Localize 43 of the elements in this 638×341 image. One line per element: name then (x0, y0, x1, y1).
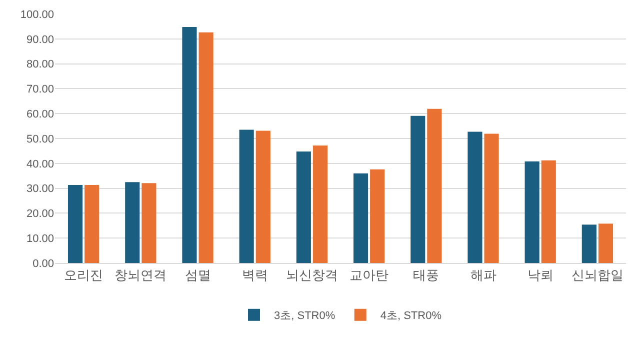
y-tick-label: 70.00 (26, 84, 54, 96)
bar (312, 145, 328, 263)
x-tick-label: 신뇌합일 (571, 268, 624, 283)
bar (198, 32, 214, 263)
y-tick-label: 20.00 (26, 208, 54, 220)
y-tick-label: 60.00 (26, 108, 54, 120)
x-tick-label: 창뇌연격 (114, 268, 167, 283)
y-tick-label: 10.00 (26, 232, 54, 245)
bar (353, 173, 368, 263)
x-tick-label: 벽력 (242, 268, 268, 283)
bar (468, 132, 482, 263)
bar (68, 185, 83, 263)
y-tick-label: 80.00 (26, 58, 54, 71)
bar (598, 224, 614, 263)
x-tick-label: 오리진 (64, 268, 104, 283)
bar (125, 182, 140, 263)
bar (410, 116, 426, 263)
x-tick-label: 해파 (470, 268, 496, 283)
x-tick-label: 교아탄 (350, 268, 389, 283)
legend-label: 3초, STR0% (274, 310, 336, 322)
legend-label: 4초, STR0% (380, 310, 442, 322)
bar (524, 161, 540, 263)
bar (239, 130, 254, 263)
y-tick-label: 50.00 (26, 133, 54, 146)
bar (427, 108, 442, 263)
x-tick-label: 뇌신창격 (286, 268, 338, 283)
bar (541, 160, 556, 263)
x-tick-label: 낙뢰 (527, 268, 554, 283)
y-tick-label: 30.00 (26, 183, 54, 196)
y-tick-label: 90.00 (26, 34, 54, 46)
bar (484, 134, 499, 263)
bar (142, 183, 156, 263)
y-tick-label: 100.00 (20, 8, 54, 21)
bar (84, 185, 100, 263)
x-tick-label: 태풍 (413, 268, 440, 283)
bar (582, 224, 596, 263)
bar (296, 151, 311, 263)
y-tick-label: 0.00 (32, 258, 54, 270)
bar (256, 130, 270, 263)
y-tick-label: 40.00 (26, 158, 54, 170)
bar (370, 169, 385, 263)
x-tick-label: 섬멸 (184, 268, 211, 283)
bar (182, 26, 197, 263)
